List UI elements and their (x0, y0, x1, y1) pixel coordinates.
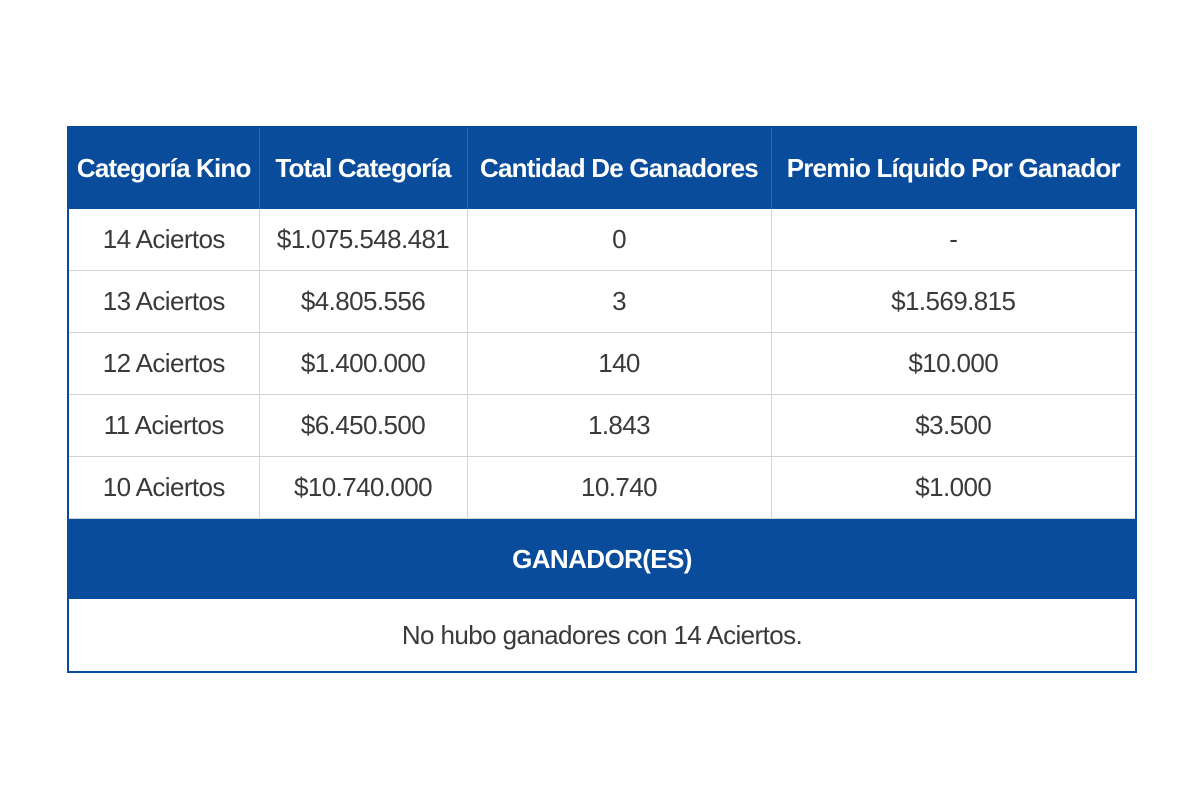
header-row: Categoría Kino Total Categoría Cantidad … (68, 127, 1136, 209)
table-row: 12 Aciertos $1.400.000 140 $10.000 (68, 332, 1136, 395)
winners-message: No hubo ganadores con 14 Aciertos. (401, 619, 803, 650)
cell-prize: - (771, 209, 1136, 271)
table-row: 13 Aciertos $4.805.556 3 $1.569.815 (68, 270, 1136, 333)
cell-category: 10 Aciertos (68, 456, 260, 519)
table-header: Categoría Kino Total Categoría Cantidad … (68, 127, 1136, 209)
cell-prize: $1.000 (771, 456, 1136, 519)
cell-prize: $10.000 (771, 332, 1136, 395)
header-category: Categoría Kino (68, 127, 260, 209)
cell-category: 11 Aciertos (68, 394, 260, 457)
cell-prize: $1.569.815 (771, 270, 1136, 333)
cell-prize: $3.500 (771, 394, 1136, 457)
cell-category: 12 Aciertos (68, 332, 260, 395)
results-container: Categoría Kino Total Categoría Cantidad … (67, 126, 1137, 673)
cell-category: 13 Aciertos (68, 270, 260, 333)
header-prize-per-winner: Premio Líquido Por Ganador (786, 153, 1121, 183)
cell-winners: 10.740 (467, 456, 772, 519)
cell-winners: 140 (467, 332, 772, 395)
winners-section-header: GANADOR(ES) (68, 518, 1136, 599)
cell-total: $6.450.500 (259, 394, 468, 457)
header-winner-count: Cantidad De Ganadores (467, 127, 772, 209)
table-row: 11 Aciertos $6.450.500 1.843 $3.500 (68, 394, 1136, 457)
prize-results-table: Categoría Kino Total Categoría Cantidad … (67, 126, 1137, 673)
header-total-category: Total Categoría (259, 127, 468, 209)
table-row: 10 Aciertos $10.740.000 10.740 $1.000 (68, 456, 1136, 519)
cell-winners: 0 (467, 209, 772, 271)
table-body: 14 Aciertos $1.075.548.481 0 - 13 Aciert… (68, 209, 1136, 672)
cell-winners: 3 (467, 270, 772, 333)
cell-total: $10.740.000 (259, 456, 468, 519)
table-row: 14 Aciertos $1.075.548.481 0 - (68, 209, 1136, 271)
winners-note-row: No hubo ganadores con 14 Aciertos. (68, 599, 1136, 672)
winners-title: GANADOR(ES) (68, 518, 1136, 599)
cell-winners: 1.843 (467, 394, 772, 457)
cell-total: $1.075.548.481 (259, 209, 468, 271)
cell-category: 14 Aciertos (68, 209, 260, 271)
cell-total: $1.400.000 (259, 332, 468, 395)
cell-total: $4.805.556 (259, 270, 468, 333)
